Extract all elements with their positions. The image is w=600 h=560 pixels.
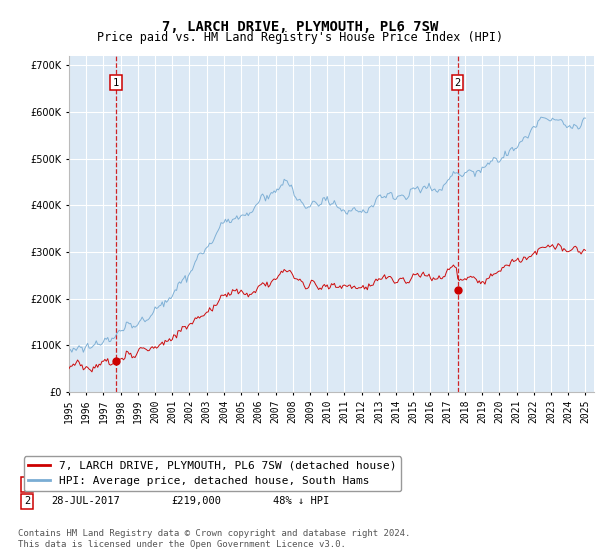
Text: 7, LARCH DRIVE, PLYMOUTH, PL6 7SW: 7, LARCH DRIVE, PLYMOUTH, PL6 7SW: [162, 20, 438, 34]
Text: 26-SEP-1997: 26-SEP-1997: [51, 479, 120, 489]
Text: 43% ↓ HPI: 43% ↓ HPI: [273, 479, 329, 489]
Text: 2: 2: [24, 496, 30, 506]
Text: 48% ↓ HPI: 48% ↓ HPI: [273, 496, 329, 506]
Text: 28-JUL-2017: 28-JUL-2017: [51, 496, 120, 506]
Text: £219,000: £219,000: [171, 496, 221, 506]
Legend: 7, LARCH DRIVE, PLYMOUTH, PL6 7SW (detached house), HPI: Average price, detached: 7, LARCH DRIVE, PLYMOUTH, PL6 7SW (detac…: [23, 456, 401, 491]
Text: Price paid vs. HM Land Registry's House Price Index (HPI): Price paid vs. HM Land Registry's House …: [97, 31, 503, 44]
Text: 1: 1: [24, 479, 30, 489]
Text: Contains HM Land Registry data © Crown copyright and database right 2024.
This d: Contains HM Land Registry data © Crown c…: [18, 529, 410, 549]
Text: 2: 2: [454, 78, 461, 88]
Text: 1: 1: [113, 78, 119, 88]
Text: £67,000: £67,000: [171, 479, 215, 489]
